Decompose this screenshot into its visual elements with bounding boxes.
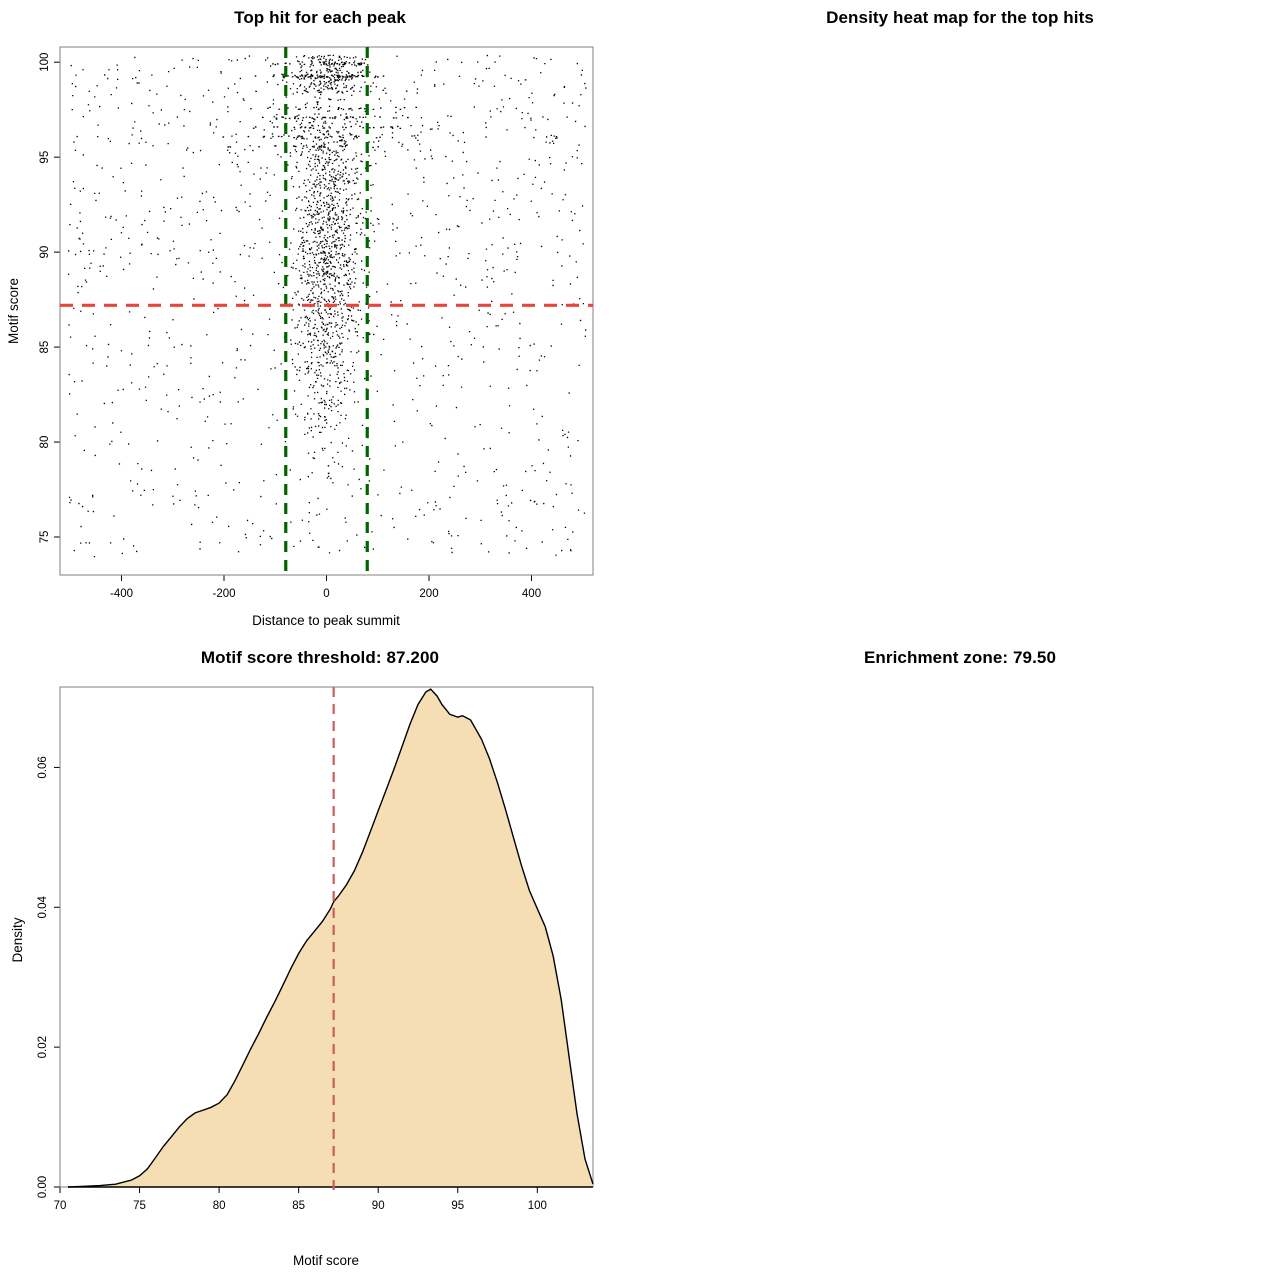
axis-tick-label: 95 <box>39 151 51 164</box>
scatter-plot-svg: -400 -200 0 200 400 75 80 85 90 95 100 Distance to… <box>6 46 594 628</box>
density-fill <box>68 689 593 1187</box>
plot-box-top-left <box>59 46 594 576</box>
axis-tick-label: 100 <box>39 53 51 72</box>
panel-motif-score-density: Motif score threshold: 87.200 70 75 80 85 90… <box>0 640 640 1280</box>
axis-tick-label: 0.06 <box>37 756 49 778</box>
axis-tick-label: 400 <box>522 588 541 600</box>
score-density-svg: 70 75 80 85 90 95 100 0.00 0.02 0.04 0.06 Motif sc… <box>10 686 594 1268</box>
axis-tick-label: 80 <box>213 1200 226 1212</box>
xaxis-label-top-left: Distance to peak summit <box>252 613 400 628</box>
enrichment-density-svg: -400-20002004000.0000.0050.0100.015 enri… <box>640 640 1280 1280</box>
xaxis-label-bottom-left: Motif score <box>293 1253 359 1268</box>
axis-tick-label: 200 <box>419 588 438 600</box>
panel-enrichment-zone-density: Enrichment zone: 79.50 -400-20002004000.… <box>640 640 1280 1280</box>
axis-tick-label: 70 <box>54 1200 67 1212</box>
yaxis-label-bottom-left: Density <box>10 917 25 962</box>
axis-tick-label: 85 <box>292 1200 305 1212</box>
yaxis-label-top-left: Motif score <box>6 278 21 344</box>
panel-title-top-left: Top hit for each peak <box>234 8 406 27</box>
density-curve <box>67 688 594 1188</box>
panel-top-hit-scatter: Top hit for each peak -400 -200 0 200 400 75 8… <box>0 0 640 640</box>
axis-tick-label: 95 <box>451 1200 464 1212</box>
panel-title-bottom-left: Motif score threshold: 87.200 <box>200 648 440 667</box>
axis-tick-label: -200 <box>212 588 235 600</box>
axis-tick-label: 75 <box>133 1200 146 1212</box>
axis-tick-label: -400 <box>110 588 133 600</box>
axis-tick-label: 0 <box>323 588 329 600</box>
threshold-lines-top-left <box>60 47 593 575</box>
axis-tick-label: 90 <box>372 1200 385 1212</box>
axis-tick-label: 0.00 <box>37 1176 49 1198</box>
density-area-bottom-left <box>67 688 594 1188</box>
panel-density-heatmap: Density heat map for the top hits <box>640 0 1280 640</box>
axis-tick-label: 100 <box>528 1200 547 1212</box>
panel-title-top-right: Density heat map for the top hits <box>826 8 1094 27</box>
axis-tick-label: 75 <box>39 531 51 544</box>
axis-tick-label: 80 <box>39 436 51 449</box>
axis-tick-label: 90 <box>39 246 51 259</box>
axis-tick-label: 0.02 <box>37 1036 49 1058</box>
axis-tick-label: 85 <box>39 341 51 354</box>
panel-title-bottom-right: Enrichment zone: 79.50 <box>863 648 1057 667</box>
axis-tick-label: 0.04 <box>37 895 49 918</box>
